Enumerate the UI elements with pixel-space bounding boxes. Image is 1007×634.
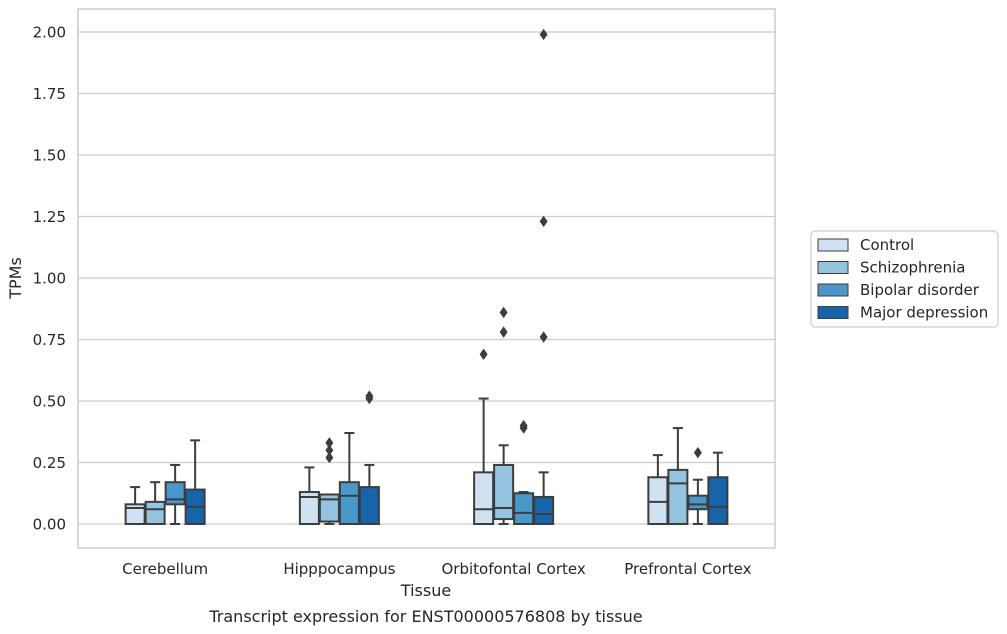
box-groups <box>124 28 729 526</box>
box <box>647 476 669 526</box>
box <box>338 481 360 525</box>
y-axis-label: TPMs <box>6 257 25 300</box>
y-tick-label: 1.00 <box>33 270 66 288</box>
legend-swatch <box>817 283 849 297</box>
y-tick-label: 1.75 <box>33 85 66 103</box>
x-tick-label: Hipppocampus <box>283 560 395 578</box>
legend: Control Schizophrenia Bipolar disorder Majo… <box>810 230 999 328</box>
outlier-point <box>499 306 508 319</box>
x-axis-ticks: Cerebellum Hipppocampus Orbitofontal Corte… <box>122 560 751 578</box>
box <box>667 468 689 526</box>
outlier-point <box>539 331 548 343</box>
box <box>144 500 166 525</box>
legend-swatch <box>817 306 849 319</box>
box-group <box>647 427 729 526</box>
outlier-point <box>539 215 548 228</box>
plot-frame <box>77 8 776 549</box>
x-tick-label: Prefrontal Cortex <box>624 560 751 578</box>
chart-caption: Transcript expression for ENST0000057680… <box>208 607 642 626</box>
outlier-point <box>325 451 334 464</box>
y-tick-label: 0.75 <box>33 331 66 349</box>
box <box>358 486 380 526</box>
y-tick-label: 1.50 <box>33 147 66 165</box>
y-tick-label: 0.25 <box>33 454 66 472</box>
y-tick-label: 2.00 <box>33 24 66 42</box>
outlier-point <box>479 348 488 360</box>
x-tick-label: Cerebellum <box>122 560 208 578</box>
outlier-point <box>539 28 548 41</box>
outlier-point <box>693 446 702 459</box>
legend-swatch <box>817 238 849 252</box>
legend-frame <box>810 230 999 328</box>
y-tick-label: 0.50 <box>33 393 66 411</box>
y-tick-label: 1.25 <box>33 208 66 226</box>
outlier-point <box>325 444 334 456</box>
outlier-point <box>519 419 528 432</box>
box <box>687 494 709 511</box>
legend-swatch <box>817 261 849 274</box>
outlier-point <box>365 390 374 402</box>
y-tick-label: 0.00 <box>33 516 66 534</box>
box <box>164 481 186 506</box>
box <box>493 463 515 521</box>
box <box>473 471 495 525</box>
y-gridlines <box>78 31 775 525</box>
legend-label: Major depression <box>860 304 988 322</box>
legend-label: Bipolar disorder <box>860 281 980 299</box>
box <box>513 492 535 525</box>
box-group <box>473 28 555 526</box>
outlier-point <box>499 326 508 338</box>
plot-border <box>77 8 776 549</box>
box-group <box>298 390 380 526</box>
legend-label: Schizophrenia <box>860 259 965 277</box>
x-axis-label: Tissue <box>400 581 451 600</box>
y-axis-ticks: 0.00 0.25 0.50 0.75 1.00 1.25 1.50 1.75 2.00 <box>33 24 66 534</box>
legend-label: Control <box>860 236 914 254</box>
box-group <box>124 439 206 526</box>
outlier-point <box>325 437 334 449</box>
box <box>533 495 555 526</box>
x-tick-label: Orbitofontal Cortex <box>442 560 586 578</box>
box <box>707 476 729 526</box>
